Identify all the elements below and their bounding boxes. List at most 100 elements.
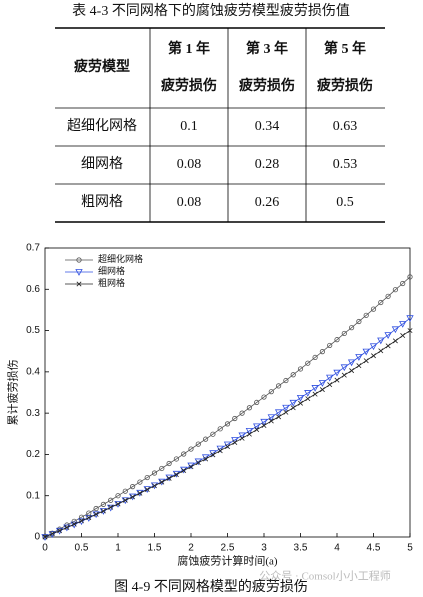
plot-frame (44, 247, 411, 538)
marker (136, 489, 144, 497)
marker (166, 460, 172, 467)
marker (290, 405, 296, 411)
marker (333, 369, 341, 377)
cell: 0.34 (255, 119, 280, 134)
cell: 0.28 (255, 157, 280, 172)
marker (297, 366, 304, 372)
marker (347, 359, 356, 367)
marker (239, 410, 245, 416)
marker (355, 354, 363, 361)
marker (137, 479, 143, 485)
marker (49, 531, 55, 537)
marker (79, 518, 84, 524)
row-label: 粗网格 (81, 194, 123, 210)
marker (195, 460, 201, 466)
marker (334, 377, 340, 383)
marker (378, 299, 384, 306)
marker (150, 482, 159, 490)
marker (144, 487, 150, 493)
marker (384, 332, 392, 339)
y-tick-label: 0.7 (26, 243, 40, 254)
marker (195, 441, 201, 447)
marker (377, 337, 385, 345)
legend-marker (76, 257, 82, 263)
cell: 0.08 (177, 157, 202, 172)
cell: 0.63 (333, 119, 358, 134)
marker (267, 414, 275, 422)
marker (304, 390, 312, 397)
marker (64, 525, 70, 530)
watermark: 公众号 · Comsol小小工程师 (259, 570, 390, 583)
series-line (44, 317, 411, 538)
marker (274, 409, 283, 417)
marker (121, 497, 129, 505)
marker (100, 508, 106, 514)
marker (362, 348, 370, 356)
marker (158, 478, 166, 486)
marker (245, 427, 254, 435)
marker (224, 421, 231, 427)
marker (268, 418, 274, 424)
marker (385, 343, 391, 349)
series-line (44, 276, 411, 538)
marker (268, 389, 274, 395)
marker (318, 380, 327, 387)
marker (254, 427, 260, 433)
marker (392, 287, 398, 293)
marker (210, 452, 216, 458)
y-tick-label: 0 (34, 532, 40, 543)
marker (71, 521, 77, 527)
marker (203, 456, 209, 462)
marker (41, 534, 49, 541)
header-year: 第 1 年 (168, 40, 210, 57)
marker (122, 497, 128, 503)
marker (217, 426, 223, 432)
marker (356, 363, 362, 369)
marker (311, 385, 319, 392)
marker (42, 534, 48, 540)
legend-marker (75, 269, 83, 276)
marker (392, 338, 398, 344)
marker (407, 274, 413, 280)
marker (232, 415, 238, 422)
marker (407, 328, 413, 334)
marker (406, 315, 414, 323)
marker (108, 497, 114, 503)
marker (137, 490, 143, 496)
marker (238, 432, 246, 440)
marker (283, 377, 289, 384)
marker (144, 474, 150, 481)
row-label: 细网格 (81, 156, 123, 172)
header-label: 疲劳损伤 (161, 77, 217, 94)
marker (305, 396, 311, 402)
marker (400, 280, 406, 287)
header-label: 疲劳损伤 (317, 77, 373, 94)
marker (143, 486, 151, 493)
marker (363, 358, 369, 364)
header-year: 第 3 年 (246, 40, 288, 57)
marker (210, 431, 216, 437)
marker (399, 321, 407, 328)
legend-label: 细网格 (98, 265, 125, 276)
x-tick-label: 2.5 (221, 543, 235, 554)
marker (71, 518, 77, 524)
marker (400, 333, 406, 339)
marker (173, 472, 179, 478)
x-tick-label: 4 (334, 543, 340, 554)
marker (253, 423, 261, 431)
marker (239, 435, 245, 441)
marker (282, 404, 290, 412)
marker (57, 528, 63, 534)
marker (115, 493, 121, 499)
marker (341, 330, 347, 337)
marker (246, 405, 252, 411)
x-tick-label: 1 (115, 543, 121, 554)
marker (363, 312, 369, 318)
legend-marker (76, 281, 82, 287)
marker (225, 444, 230, 450)
marker (93, 505, 99, 512)
marker (261, 423, 267, 429)
marker (159, 465, 165, 472)
marker (246, 431, 252, 437)
